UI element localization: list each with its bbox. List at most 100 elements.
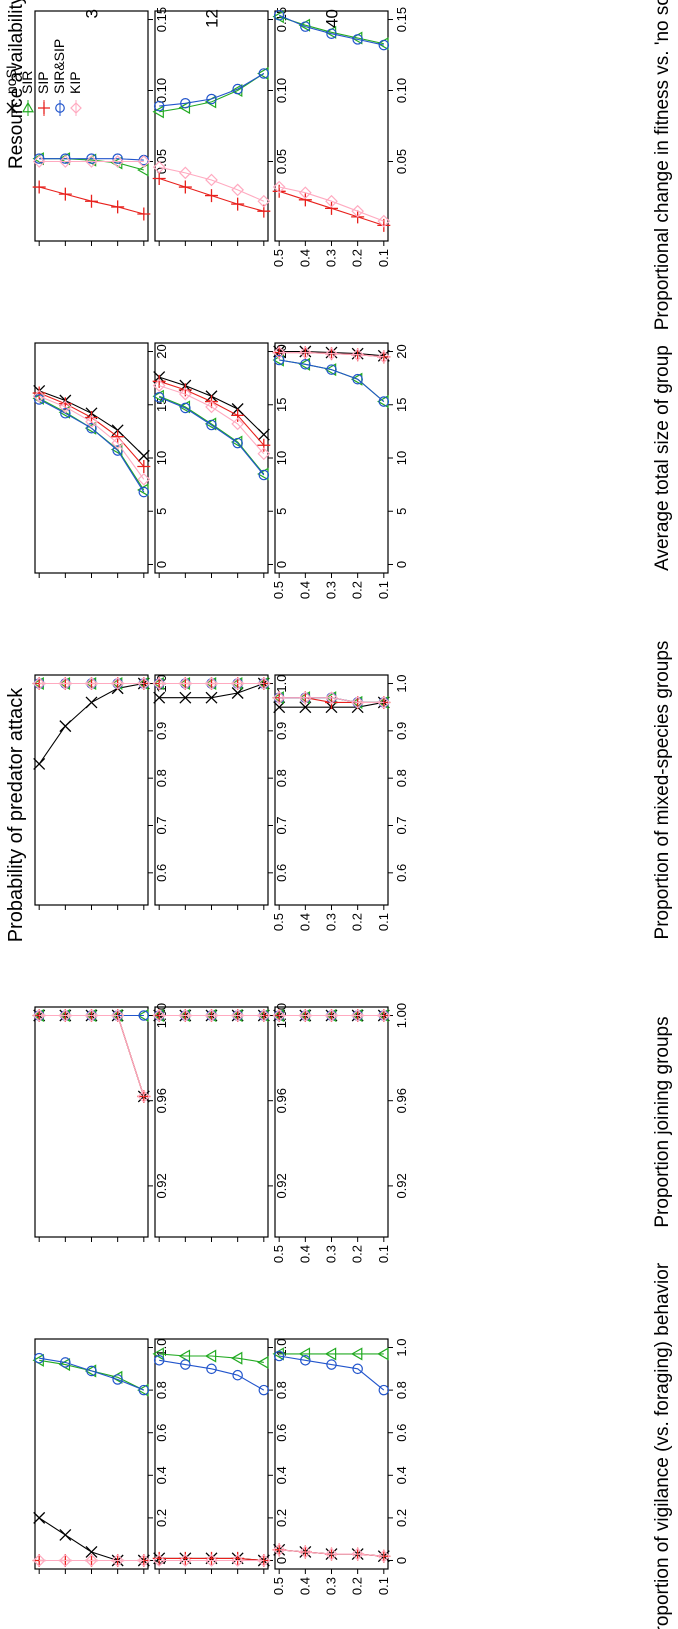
data-point [111, 155, 125, 168]
data-point [178, 387, 192, 401]
panel: 0.60.70.80.91.0 [32, 674, 169, 910]
panel-frame [34, 342, 149, 574]
data-point [180, 1359, 191, 1370]
data-point [205, 1554, 218, 1567]
series-line [39, 158, 144, 161]
data-point [377, 1009, 391, 1022]
y-tick-label: 15 [274, 398, 289, 412]
data-point [232, 437, 243, 449]
panel: 0.920.961.00 [152, 1003, 289, 1242]
y-tick-label: 15 [394, 398, 409, 412]
data-point [137, 677, 151, 690]
y-tick-label: 0.8 [274, 769, 289, 787]
data-point [152, 1554, 166, 1567]
data-point [231, 417, 245, 431]
data-point [59, 720, 72, 733]
data-point [325, 194, 338, 208]
panel: 0.60.70.80.91.0 [152, 674, 289, 910]
panel: 00.20.40.60.81.0 [32, 1338, 169, 1574]
data-point [232, 1369, 243, 1381]
data-point [111, 430, 125, 444]
data-point [377, 1347, 389, 1361]
data-point [272, 346, 286, 359]
y-tick-label: 0.6 [394, 1424, 409, 1442]
x-tick-label: 0.4 [297, 1577, 312, 1595]
data-point [180, 98, 191, 109]
data-point [206, 1363, 217, 1375]
panel: 0.05 0.10 0.15 [32, 7, 169, 246]
data-point [298, 186, 312, 200]
y-tick-label: 0.92 [274, 1173, 289, 1198]
data-point [205, 677, 218, 690]
data-point [324, 1347, 337, 1361]
series-line [159, 73, 265, 107]
y-tick-label: 0.9 [154, 722, 169, 740]
data-point [206, 419, 217, 431]
data-point [204, 1349, 217, 1363]
y-tick-label: 0.96 [394, 1088, 409, 1113]
x-tick-label: 0.3 [324, 1245, 339, 1263]
panel-frame [154, 10, 269, 242]
series-line [39, 1357, 145, 1391]
series-line [39, 1014, 145, 1097]
data-point [231, 408, 245, 422]
x-tick-label: 0.1 [376, 1577, 391, 1595]
resource-level-label: 3 [83, 9, 102, 18]
series-line [39, 1014, 145, 1097]
y-tick-label: 0 [154, 561, 169, 568]
data-point [152, 105, 164, 119]
data-point [152, 1009, 166, 1022]
y-tick-label: 0.05 [154, 149, 169, 174]
series-line [279, 1355, 385, 1391]
data-point [153, 691, 166, 704]
data-point [273, 354, 285, 366]
x-tick-label: 0.1 [376, 249, 391, 267]
resource-availability-title: Resource availability (energy units) [6, 0, 27, 169]
data-point [85, 1009, 98, 1022]
data-point [138, 1384, 150, 1396]
panel-frame [274, 674, 389, 906]
x-tick-label: 0.2 [350, 249, 365, 267]
series-line [159, 1359, 265, 1391]
y-tick-label: 0.15 [394, 7, 409, 32]
data-point [60, 153, 71, 164]
data-point [351, 1009, 365, 1022]
y-tick-label: 0.05 [394, 149, 409, 174]
legend-label: SIR&SIP [51, 39, 67, 94]
data-point [137, 1090, 151, 1103]
panel: 0.920.961.00 [32, 1003, 169, 1242]
data-point [377, 696, 391, 709]
data-point [111, 677, 125, 690]
panel-frame [274, 1338, 389, 1570]
y-tick-label: 0.92 [154, 1173, 169, 1198]
data-point [178, 1554, 192, 1567]
data-point [32, 389, 46, 403]
y-tick-label: 0.7 [274, 816, 289, 834]
data-point [352, 373, 363, 385]
data-point [58, 1009, 72, 1022]
data-point [325, 1547, 338, 1561]
x-tick-label: 0.2 [350, 1245, 365, 1263]
data-point [205, 1551, 218, 1565]
y-tick-label: 0.2 [274, 1509, 289, 1527]
rotated-figure: Probability of predator attack Resource … [5, 0, 673, 1629]
y-axis-title: Average total size of group [652, 345, 673, 571]
y-tick-label: 0.6 [154, 864, 169, 882]
data-point [85, 415, 98, 429]
y-axis-title: Proportion of mixed-species groups [652, 641, 673, 940]
y-tick-label: 10 [274, 451, 289, 465]
x-tick-label: 0.2 [350, 581, 365, 599]
x-tick-label: 0.5 [271, 1245, 286, 1263]
data-point [152, 1347, 164, 1361]
data-point [178, 180, 192, 194]
data-point [325, 201, 338, 215]
y-tick-label: 0 [394, 561, 409, 568]
panel-frame [34, 674, 149, 906]
series-line [159, 1353, 264, 1363]
y-tick-label: 0.96 [274, 1088, 289, 1113]
data-point [258, 68, 270, 79]
panel-frame [274, 1006, 389, 1238]
x-tick-label: 0.4 [297, 249, 312, 267]
y-tick-label: 0.8 [394, 1381, 409, 1399]
data-point [137, 163, 149, 177]
